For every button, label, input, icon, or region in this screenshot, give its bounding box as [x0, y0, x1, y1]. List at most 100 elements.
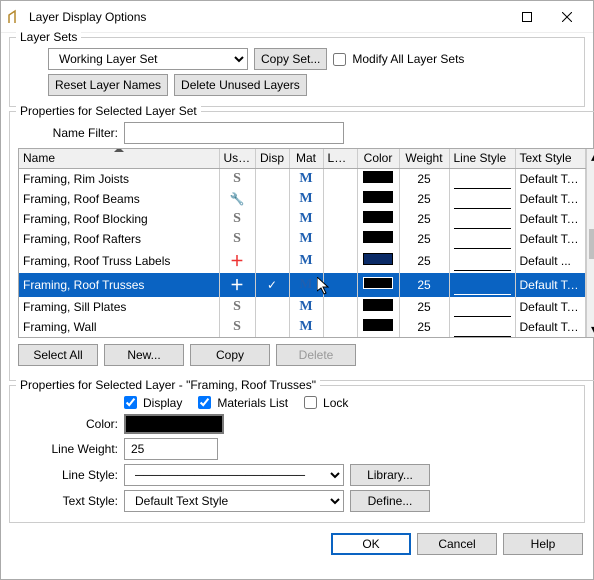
- table-scrollbar[interactable]: ▴ ▾: [586, 149, 594, 337]
- disp-cell[interactable]: [255, 317, 289, 337]
- text-style-dropdown[interactable]: Default Text Style: [124, 490, 344, 512]
- delete-unused-layers-button[interactable]: Delete Unused Layers: [174, 74, 307, 96]
- textstyle-cell[interactable]: Default Te...: [515, 317, 585, 337]
- lock-cell[interactable]: [323, 297, 357, 317]
- disp-cell[interactable]: [255, 168, 289, 189]
- textstyle-cell[interactable]: Default ...: [515, 249, 585, 273]
- scroll-up-icon[interactable]: ▴: [587, 149, 594, 165]
- lock-cell[interactable]: [323, 168, 357, 189]
- column-header[interactable]: Line Style: [449, 149, 515, 168]
- linestyle-cell[interactable]: [449, 189, 515, 209]
- help-button[interactable]: Help: [503, 533, 583, 555]
- weight-cell: 25: [399, 189, 449, 209]
- column-header[interactable]: Text Style: [515, 149, 585, 168]
- lock-cell[interactable]: [323, 317, 357, 337]
- textstyle-cell[interactable]: Default Te...: [515, 209, 585, 229]
- mat-cell[interactable]: M: [289, 249, 323, 273]
- lock-checkbox-label[interactable]: Lock: [304, 396, 348, 410]
- reset-layer-names-button[interactable]: Reset Layer Names: [48, 74, 168, 96]
- textstyle-cell[interactable]: Default Te...: [515, 189, 585, 209]
- column-header[interactable]: Disp: [255, 149, 289, 168]
- linestyle-cell[interactable]: [449, 249, 515, 273]
- textstyle-cell[interactable]: Default Te...: [515, 297, 585, 317]
- scroll-down-icon[interactable]: ▾: [587, 321, 594, 337]
- scroll-thumb[interactable]: [589, 229, 594, 259]
- linestyle-cell[interactable]: [449, 229, 515, 249]
- color-cell[interactable]: [357, 209, 399, 229]
- library-button[interactable]: Library...: [350, 464, 430, 486]
- materials-checkbox-label[interactable]: Materials List: [198, 396, 288, 410]
- copy-button[interactable]: Copy: [190, 344, 270, 366]
- define-button[interactable]: Define...: [350, 490, 430, 512]
- select-all-button[interactable]: Select All: [18, 344, 98, 366]
- line-weight-input[interactable]: [124, 438, 218, 460]
- mat-cell[interactable]: M: [289, 297, 323, 317]
- mat-cell[interactable]: M: [289, 229, 323, 249]
- disp-cell[interactable]: [255, 249, 289, 273]
- mat-cell[interactable]: M: [289, 209, 323, 229]
- selected-layer-group: Properties for Selected Layer - "Framing…: [9, 385, 585, 523]
- disp-cell[interactable]: [255, 189, 289, 209]
- layer-set-dropdown[interactable]: Working Layer Set: [48, 48, 248, 70]
- weight-cell: 25: [399, 297, 449, 317]
- color-cell[interactable]: [357, 273, 399, 297]
- textstyle-cell[interactable]: Default Te...: [515, 273, 585, 297]
- table-row[interactable]: Framing, Sill PlatesSM25Default Te...: [19, 297, 594, 317]
- table-row[interactable]: Framing, Rim JoistsSM25Default Te...: [19, 168, 594, 189]
- column-header[interactable]: Weight: [399, 149, 449, 168]
- textstyle-cell[interactable]: Default Te...: [515, 229, 585, 249]
- lock-cell[interactable]: [323, 249, 357, 273]
- mat-cell[interactable]: M: [289, 189, 323, 209]
- line-style-dropdown[interactable]: ────────────────────: [124, 464, 344, 486]
- disp-cell[interactable]: [255, 229, 289, 249]
- materials-checkbox[interactable]: [198, 396, 211, 409]
- lock-cell[interactable]: [323, 189, 357, 209]
- lock-cell[interactable]: [323, 273, 357, 297]
- display-checkbox-label[interactable]: Display: [124, 396, 182, 410]
- cancel-button[interactable]: Cancel: [417, 533, 497, 555]
- linestyle-cell[interactable]: [449, 209, 515, 229]
- mat-cell[interactable]: M: [289, 317, 323, 337]
- modify-all-checkbox[interactable]: [333, 53, 346, 66]
- maximize-button[interactable]: [507, 1, 547, 33]
- color-cell[interactable]: [357, 297, 399, 317]
- color-cell[interactable]: [357, 168, 399, 189]
- lock-cell[interactable]: [323, 229, 357, 249]
- color-swatch[interactable]: [124, 414, 224, 434]
- lock-checkbox[interactable]: [304, 396, 317, 409]
- disp-cell[interactable]: [255, 209, 289, 229]
- table-row[interactable]: Framing, Roof Truss Labels＋M25Default ..…: [19, 249, 594, 273]
- display-checkbox[interactable]: [124, 396, 137, 409]
- column-header[interactable]: Color: [357, 149, 399, 168]
- column-header[interactable]: Mat: [289, 149, 323, 168]
- linestyle-cell[interactable]: [449, 273, 515, 297]
- table-row[interactable]: Framing, Roof RaftersSM25Default Te...: [19, 229, 594, 249]
- layer-name-cell: Framing, Roof Truss Labels: [19, 249, 219, 273]
- textstyle-cell[interactable]: Default Te...: [515, 168, 585, 189]
- color-cell[interactable]: [357, 249, 399, 273]
- close-button[interactable]: [547, 1, 587, 33]
- mat-cell[interactable]: M: [289, 273, 323, 297]
- ok-button[interactable]: OK: [331, 533, 411, 555]
- table-row[interactable]: Framing, WallSM25Default Te...: [19, 317, 594, 337]
- color-cell[interactable]: [357, 317, 399, 337]
- table-row[interactable]: Framing, Roof Beams🔧M25Default Te...: [19, 189, 594, 209]
- copy-set-button[interactable]: Copy Set...: [254, 48, 327, 70]
- color-cell[interactable]: [357, 189, 399, 209]
- lock-cell[interactable]: [323, 209, 357, 229]
- linestyle-cell[interactable]: [449, 317, 515, 337]
- linestyle-cell[interactable]: [449, 168, 515, 189]
- disp-cell[interactable]: ✓: [255, 273, 289, 297]
- modify-all-label[interactable]: Modify All Layer Sets: [333, 52, 464, 66]
- mat-cell[interactable]: M: [289, 168, 323, 189]
- disp-cell[interactable]: [255, 297, 289, 317]
- column-header[interactable]: Name: [19, 149, 219, 168]
- new-button[interactable]: New...: [104, 344, 184, 366]
- column-header[interactable]: Lock: [323, 149, 357, 168]
- color-cell[interactable]: [357, 229, 399, 249]
- column-header[interactable]: Used: [219, 149, 255, 168]
- linestyle-cell[interactable]: [449, 297, 515, 317]
- name-filter-input[interactable]: [124, 122, 344, 144]
- table-row[interactable]: Framing, Roof Trusses＋✓M25Default Te...: [19, 273, 594, 297]
- table-row[interactable]: Framing, Roof BlockingSM25Default Te...: [19, 209, 594, 229]
